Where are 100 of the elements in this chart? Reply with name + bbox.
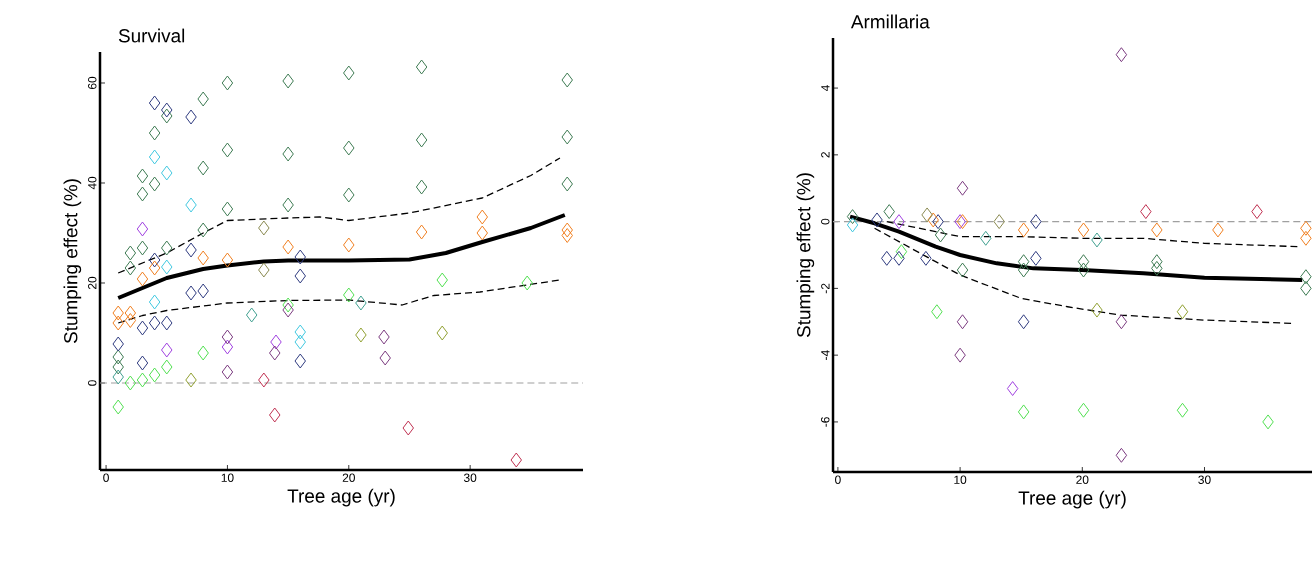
point [136,186,149,202]
line-series [886,220,1298,248]
point [1251,204,1263,220]
chart-title: Survival [118,28,185,43]
point [197,345,209,361]
point [221,252,234,268]
y-axis-title: Stumping effect (%) [63,179,82,344]
point [148,294,161,310]
y-tick-label: -2 [821,283,830,294]
point [355,327,367,343]
point [161,259,173,275]
point [161,108,173,124]
point [124,260,137,276]
x-tick-label: 20 [1076,475,1089,484]
point [561,129,573,145]
point [148,252,161,268]
point [112,349,124,365]
point [294,353,306,369]
point [185,372,197,388]
point [185,197,197,213]
point [1300,269,1312,285]
point [920,250,932,266]
y-tick-label: 20 [88,276,97,290]
point [927,212,939,228]
point [1077,222,1090,238]
point [415,132,428,148]
point [1017,262,1030,278]
point [921,207,933,223]
point [112,315,124,331]
point [932,214,944,230]
y-tick-label: 40 [88,176,97,190]
point [415,59,428,75]
point [136,271,149,287]
point [883,204,895,220]
point [1017,254,1030,270]
point [1115,47,1128,63]
point [282,197,294,213]
point [221,339,234,355]
point [1115,314,1128,330]
point [1091,302,1103,318]
x-axis-title: Tree age (yr) [1018,490,1126,509]
point [476,225,489,241]
point [136,221,149,237]
point [282,239,294,255]
line-series [117,279,561,324]
point [221,201,234,217]
point [282,302,294,318]
point [1151,222,1163,238]
point [1030,250,1042,266]
point [148,260,161,276]
point [124,375,137,391]
point [161,165,173,181]
point [934,227,947,243]
point [221,329,234,345]
point [1300,280,1312,296]
point [561,228,573,243]
point [402,420,414,436]
point [148,176,161,192]
point [221,364,234,380]
point [415,224,428,240]
point [415,179,428,195]
point [1176,304,1189,320]
y-tick-label: 0 [88,380,97,386]
point [1300,220,1312,236]
point [197,250,209,266]
point [561,222,573,238]
point [893,214,905,230]
x-tick-label: 20 [342,473,355,482]
point [931,304,943,320]
point [1091,232,1103,248]
point [1140,204,1152,220]
y-tick-label: 60 [88,76,97,90]
point [881,250,893,266]
point [294,249,306,265]
x-tick-label: 30 [463,473,477,482]
point [112,305,124,321]
point [436,325,448,341]
point [561,176,573,192]
y-tick-label: 2 [821,152,830,158]
point [112,336,124,352]
point [197,91,209,107]
point [476,209,489,225]
line-series [848,214,1305,283]
point [221,142,234,158]
point [1151,254,1163,270]
point [343,237,355,253]
point [136,355,149,371]
point [148,149,161,165]
y-tick-label: 4 [821,85,830,92]
point [112,359,124,375]
point [197,222,209,238]
point [136,240,149,256]
point [956,262,969,278]
point [245,307,258,323]
y-tick-label: -4 [821,350,830,360]
point [1176,402,1189,418]
point [258,262,270,278]
point [846,209,859,225]
x-tick-label: 10 [221,473,234,482]
point [378,329,390,345]
